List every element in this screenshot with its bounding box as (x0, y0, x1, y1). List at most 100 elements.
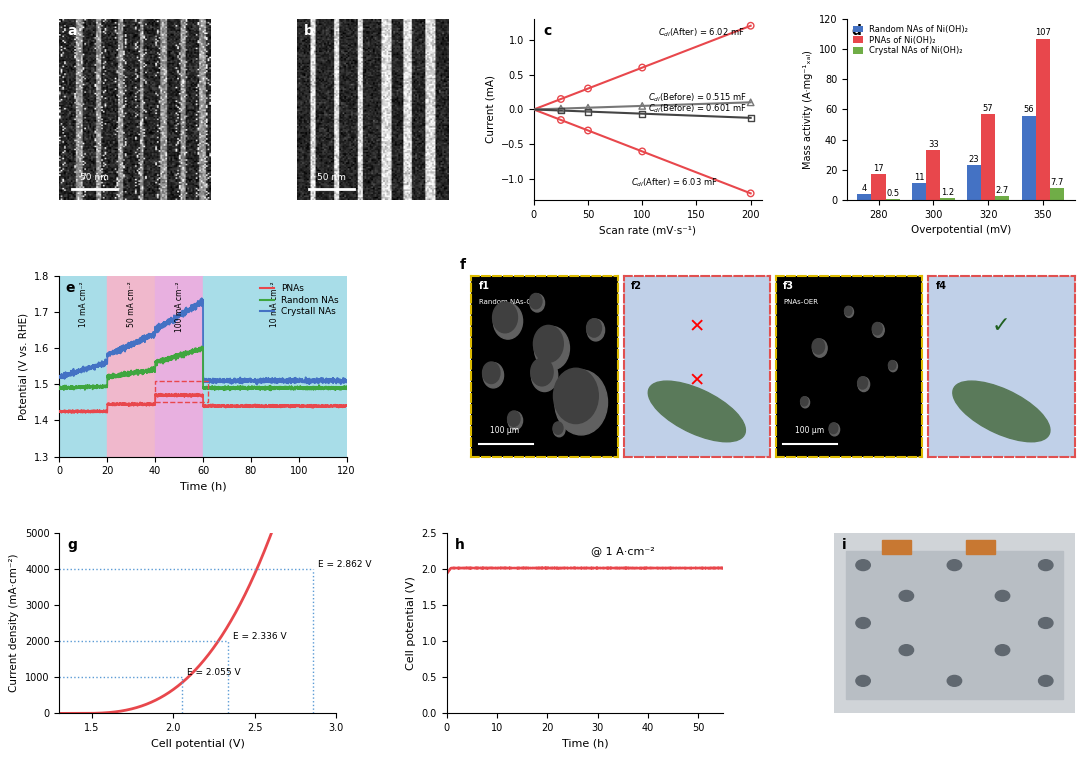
Text: f2: f2 (631, 282, 642, 291)
Text: f1: f1 (478, 282, 489, 291)
Bar (203, 276, 347, 456)
Text: $C_{dl}$(Before) = 0.601 mF: $C_{dl}$(Before) = 0.601 mF (648, 102, 746, 115)
Text: 100 mA cm⁻²: 100 mA cm⁻² (175, 282, 184, 332)
Bar (941, 198, 955, 200)
Circle shape (855, 617, 870, 629)
Text: 17: 17 (874, 164, 883, 173)
Circle shape (889, 361, 897, 372)
Y-axis label: Current density (mA·cm⁻²): Current density (mA·cm⁻²) (10, 554, 19, 692)
Circle shape (858, 377, 867, 389)
Circle shape (855, 560, 870, 571)
Circle shape (588, 319, 605, 341)
Circle shape (947, 675, 961, 686)
Bar (858, 194, 872, 200)
Bar (107, 276, 156, 456)
Bar (1050, 188, 1064, 200)
Circle shape (900, 645, 914, 655)
Circle shape (529, 294, 542, 309)
Text: 50 nm: 50 nm (80, 172, 109, 182)
Point (634, 145, 651, 157)
Text: ✕: ✕ (689, 372, 705, 390)
Text: 57: 57 (983, 104, 994, 113)
Point (742, 96, 759, 108)
Y-axis label: Cell potential (V): Cell potential (V) (406, 576, 416, 670)
Text: $C_{dl}$(After) = 6.02 mF: $C_{dl}$(After) = 6.02 mF (659, 27, 745, 39)
Circle shape (996, 591, 1010, 601)
Circle shape (535, 327, 569, 370)
Point (579, 101, 596, 114)
Point (579, 124, 596, 137)
Circle shape (1039, 560, 1053, 571)
Point (552, 114, 569, 126)
Bar (59, 276, 107, 456)
Point (742, 111, 759, 124)
Text: 10 mA cm⁻²: 10 mA cm⁻² (270, 282, 280, 327)
Text: c: c (543, 24, 551, 38)
FancyBboxPatch shape (882, 540, 912, 554)
Text: @ 1 A·cm⁻²: @ 1 A·cm⁻² (591, 546, 654, 556)
Bar (927, 150, 941, 200)
Text: f: f (460, 258, 465, 272)
Text: 33: 33 (928, 140, 939, 149)
Text: 11: 11 (914, 173, 924, 182)
Circle shape (900, 591, 914, 601)
Text: ✕: ✕ (689, 317, 705, 336)
Circle shape (947, 560, 961, 571)
Legend: Random NAs of Ni(OH)₂, PNAs of Ni(OH)₂, Crystal NAs of Ni(OH)₂: Random NAs of Ni(OH)₂, PNAs of Ni(OH)₂, … (851, 23, 970, 57)
Ellipse shape (648, 382, 745, 442)
Bar (156, 276, 203, 456)
X-axis label: Cell potential (V): Cell potential (V) (150, 739, 244, 749)
Circle shape (1039, 675, 1053, 686)
Y-axis label: Current (mA): Current (mA) (485, 76, 495, 143)
Text: 10 mA cm⁻²: 10 mA cm⁻² (79, 282, 87, 327)
Bar (1022, 115, 1036, 200)
Circle shape (553, 369, 598, 423)
Text: 100 μm: 100 μm (795, 427, 824, 435)
Circle shape (996, 645, 1010, 655)
Circle shape (492, 302, 517, 333)
Circle shape (483, 362, 503, 388)
Text: f4: f4 (935, 282, 946, 291)
Circle shape (586, 319, 602, 337)
Bar (967, 166, 981, 200)
Text: E = 2.055 V: E = 2.055 V (187, 668, 241, 677)
Point (634, 62, 651, 74)
Text: E = 2.336 V: E = 2.336 V (232, 632, 286, 641)
Text: ✓: ✓ (993, 317, 1011, 336)
Circle shape (508, 411, 521, 427)
Text: i: i (841, 538, 846, 552)
Circle shape (800, 397, 808, 406)
X-axis label: Scan rate (mV·s⁻¹): Scan rate (mV·s⁻¹) (599, 225, 697, 235)
Circle shape (1039, 617, 1053, 629)
Circle shape (845, 306, 852, 316)
Circle shape (553, 422, 565, 436)
Circle shape (858, 377, 869, 391)
Bar (981, 114, 996, 200)
Circle shape (555, 370, 608, 435)
Circle shape (483, 362, 500, 384)
Circle shape (855, 675, 870, 686)
Circle shape (531, 359, 557, 391)
Bar (872, 174, 886, 200)
Text: 23: 23 (969, 155, 980, 164)
Point (742, 187, 759, 199)
Circle shape (494, 303, 523, 339)
Bar (996, 196, 1010, 200)
Circle shape (873, 323, 885, 337)
Point (552, 102, 569, 114)
FancyBboxPatch shape (847, 551, 1063, 699)
Y-axis label: Potential (V vs. RHE): Potential (V vs. RHE) (18, 313, 29, 420)
Text: f3: f3 (783, 282, 794, 291)
X-axis label: Time (h): Time (h) (562, 739, 608, 749)
Text: E = 2.862 V: E = 2.862 V (319, 559, 372, 568)
Text: 7.7: 7.7 (1051, 178, 1064, 187)
Point (579, 105, 596, 118)
Text: e: e (65, 282, 75, 295)
Text: 1.2: 1.2 (941, 188, 954, 197)
Text: h: h (455, 538, 465, 552)
Point (552, 105, 569, 117)
Text: 4: 4 (862, 184, 867, 193)
Text: b: b (305, 24, 314, 38)
Text: 50 nm: 50 nm (318, 172, 346, 182)
Circle shape (812, 339, 827, 357)
